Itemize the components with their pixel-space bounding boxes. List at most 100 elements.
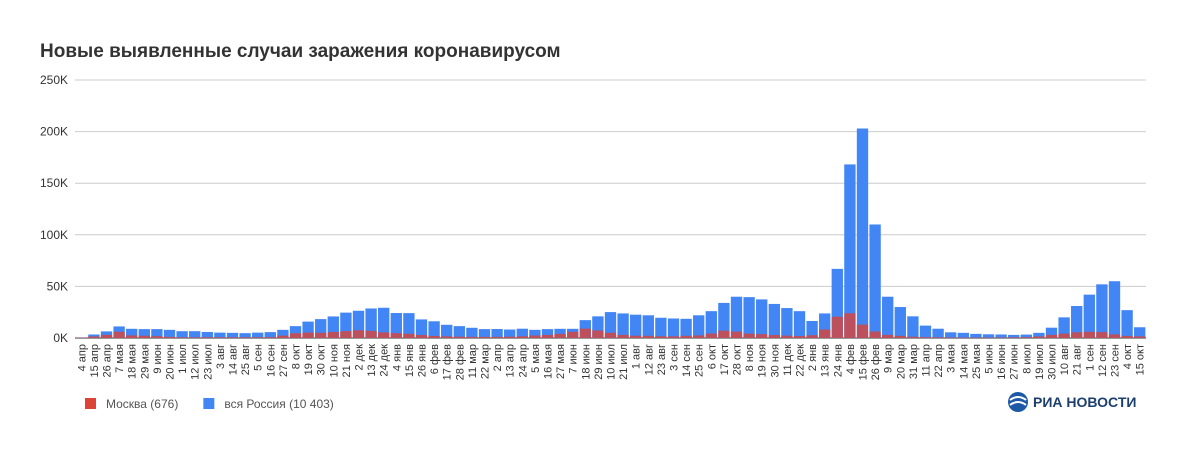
bar: [365, 308, 377, 338]
bar: [945, 332, 957, 338]
bar: [365, 330, 377, 338]
bar: [1096, 284, 1108, 338]
x-tick-label: 26 апр: [102, 344, 114, 377]
x-tick-label: 27 мая: [555, 344, 567, 379]
bar: [352, 330, 365, 338]
logo: РИА НОВОСТИ: [1008, 392, 1136, 412]
x-tick-label: 13 апр: [505, 344, 517, 377]
x-tick-label: 12 авг: [643, 344, 655, 375]
x-tick-label: 7 мая: [114, 344, 126, 373]
bar: [340, 331, 352, 338]
bar: [705, 333, 717, 338]
bar: [705, 311, 717, 338]
bar: [1121, 335, 1133, 338]
x-tick-label: 23 июл: [202, 344, 214, 380]
bar: [1033, 336, 1045, 338]
x-tick-label: 8 ноя: [744, 344, 756, 371]
bar: [819, 329, 831, 338]
bar: [919, 325, 932, 338]
bar: [441, 336, 453, 338]
bar: [554, 328, 566, 338]
bar: [1045, 327, 1058, 338]
x-tick-label: 16 мая: [543, 344, 555, 379]
x-tick-label: 10 июл: [606, 344, 618, 380]
bar: [201, 332, 213, 338]
x-tick-label: 19 июл: [1034, 344, 1046, 380]
bar: [478, 336, 491, 338]
bar: [604, 312, 617, 338]
bar: [201, 337, 213, 338]
x-tick-label: 17 окт: [719, 344, 731, 375]
x-tick-label: 27 сен: [278, 344, 290, 377]
bar: [126, 335, 138, 338]
bar: [604, 332, 617, 338]
x-tick-label: 5 мая: [530, 344, 542, 373]
bar: [415, 335, 428, 338]
bar: [945, 337, 957, 338]
x-tick-label: 2 апр: [492, 344, 504, 371]
x-tick-label: 24 апр: [517, 344, 529, 377]
bar: [1071, 332, 1083, 338]
bar: [151, 336, 163, 338]
x-tick-label: 3 авг: [215, 344, 227, 369]
bar: [806, 335, 818, 338]
bar: [453, 336, 465, 338]
bar: [856, 128, 869, 338]
x-tick-label: 29 мая: [139, 344, 151, 379]
bar: [315, 332, 327, 338]
bar: [163, 336, 176, 338]
x-tick-label: 25 сен: [694, 344, 706, 377]
x-tick-label: 4 фев: [845, 344, 857, 374]
bar: [680, 335, 692, 338]
bar: [289, 326, 302, 338]
bar: [529, 335, 541, 338]
bar: [504, 329, 516, 338]
bar: [428, 321, 440, 338]
bar: [995, 337, 1007, 338]
x-tick-label: 8 окт: [291, 344, 303, 369]
bar: [378, 307, 390, 338]
legend-label: Москва (676): [106, 397, 178, 411]
bar: [100, 334, 113, 338]
bar: [88, 334, 100, 338]
bar: [592, 316, 604, 338]
x-tick-label: 18 июн: [580, 344, 592, 380]
bar: [478, 329, 491, 338]
x-tick-label: 21 ноя: [341, 344, 353, 377]
x-tick-label: 30 окт: [316, 344, 328, 375]
x-tick-label: 23 авг: [656, 344, 668, 375]
bar: [970, 333, 982, 338]
x-tick-label: 4 апр: [76, 344, 88, 371]
bar: [882, 296, 894, 338]
bar: [189, 331, 201, 338]
bar: [630, 314, 642, 338]
bar: [176, 331, 188, 338]
x-tick-label: 28 фев: [454, 344, 466, 380]
x-tick-label: 15 апр: [89, 344, 101, 377]
bar: [1008, 337, 1020, 338]
x-tick-label: 5 сен: [253, 344, 265, 371]
bar: [252, 337, 264, 338]
bar: [844, 313, 856, 338]
bar: [264, 332, 276, 338]
x-tick-label: 22 апр: [933, 344, 945, 377]
x-tick-label: 3 мая: [946, 344, 958, 373]
bar: [504, 336, 516, 338]
x-tick-label: 11 дек: [782, 344, 794, 376]
bar: [907, 336, 919, 338]
bar: [831, 268, 843, 338]
x-tick-label: 15 фев: [858, 344, 870, 380]
y-tick-label: 50K: [47, 279, 68, 293]
bar: [730, 296, 743, 338]
x-tick-label: 14 сен: [681, 344, 693, 377]
x-tick-label: 1 июл: [177, 344, 189, 374]
bar: [541, 329, 554, 338]
x-tick-label: 23 сен: [1110, 344, 1122, 377]
bar: [453, 326, 465, 338]
bar: [327, 316, 339, 338]
bar: [214, 332, 226, 338]
bar: [491, 329, 503, 338]
bar: [277, 329, 289, 338]
bar: [768, 335, 780, 338]
bar: [1083, 331, 1095, 338]
